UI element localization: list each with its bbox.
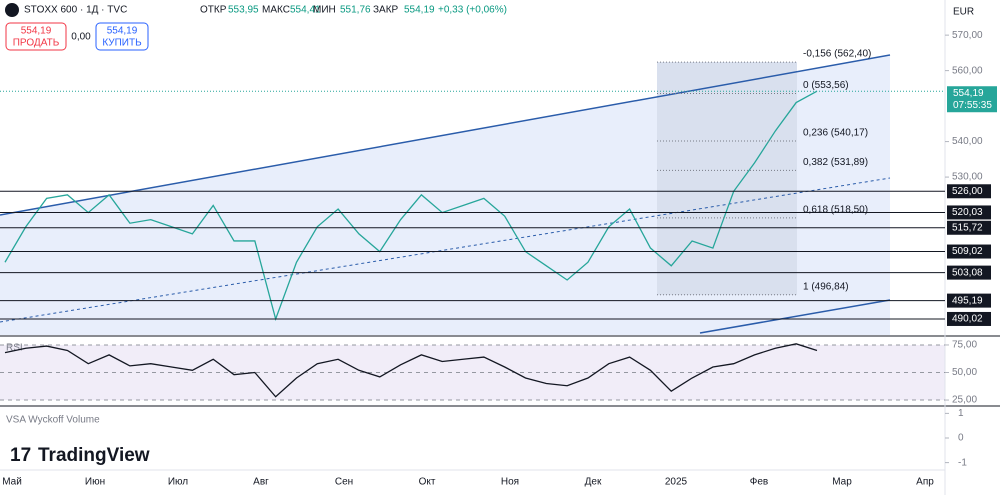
level-tag: [947, 220, 991, 235]
last-price-label: 554,19: [953, 88, 984, 99]
x-tick-label: Дек: [585, 477, 602, 488]
buy-button[interactable]: [95, 22, 149, 51]
buy-label[interactable]: КУПИТЬ: [102, 38, 142, 49]
level-tag: [947, 265, 991, 280]
level-label: 509,02: [952, 246, 983, 257]
close-label: ЗАКР: [373, 5, 399, 16]
fib-box: [657, 62, 797, 295]
open: 553,95: [228, 5, 259, 16]
level-tag: [947, 184, 991, 199]
sell-button[interactable]: [5, 22, 67, 51]
low: 551,76: [340, 5, 371, 16]
fib-label: 0,618 (518,50): [803, 205, 868, 216]
x-tick-label: Сен: [335, 477, 353, 488]
sell-label[interactable]: ПРОДАТЬ: [13, 38, 60, 49]
level-label: 520,03: [952, 207, 983, 218]
spread: 0,00: [71, 32, 91, 43]
x-tick-label: 2025: [665, 477, 688, 488]
symbol: STOXX 600 · 1Д · TVC: [24, 5, 127, 16]
x-tick-label: Авг: [253, 477, 269, 488]
fib-label: 1 (496,84): [803, 281, 849, 292]
last-price-tag: [947, 86, 997, 113]
level-label: 526,00: [952, 186, 983, 197]
sell-price[interactable]: 554,19: [21, 26, 52, 37]
x-tick-label: Ноя: [501, 477, 519, 488]
y-tick-label: 50,00: [952, 367, 977, 378]
low-label: МИН: [313, 5, 336, 16]
level-tag: [947, 311, 991, 326]
y-tick-label: 560,00: [952, 65, 983, 76]
close: 554,19: [404, 5, 435, 16]
y-tick-label: 540,00: [952, 136, 983, 147]
x-tick-label: Апр: [916, 477, 934, 488]
change: +0,33 (+0,06%): [438, 5, 507, 16]
high-label: МАКС: [262, 5, 290, 16]
symbol-icon: [5, 3, 19, 17]
level-label: 515,72: [952, 222, 983, 233]
level-label: 490,02: [952, 314, 983, 325]
level-tag: [947, 293, 991, 308]
trend-upper: [0, 54, 891, 216]
level-label: 495,19: [952, 295, 983, 306]
y-tick-label: 1: [958, 408, 964, 419]
level-label: 503,08: [952, 267, 983, 278]
level-tag: [947, 244, 991, 259]
fib-label: -0,156 (562,40): [803, 49, 871, 60]
countdown: 07:55:35: [953, 100, 992, 111]
trend-lower: [699, 299, 891, 334]
buy-price[interactable]: 554,19: [107, 26, 138, 37]
y-tick-label: 75,00: [952, 340, 977, 351]
x-tick-label: Фев: [750, 477, 768, 488]
x-tick-label: Июл: [168, 477, 188, 488]
y-tick-label: 530,00: [952, 172, 983, 183]
y-tick-label: 570,00: [952, 30, 983, 41]
y-tick-label: -1: [958, 457, 967, 468]
level-tag: [947, 205, 991, 220]
y-tick-label: 25,00: [952, 395, 977, 406]
fib-label: 0,382 (531,89): [803, 157, 868, 168]
rsi-title: RSI: [6, 343, 23, 354]
currency[interactable]: EUR: [953, 7, 974, 18]
logo: TradingView: [38, 445, 150, 466]
fib-label: 0,236 (540,17): [803, 128, 868, 139]
high: 554,41: [290, 5, 321, 16]
series-line: [4, 90, 818, 322]
x-tick-label: Мар: [832, 477, 852, 488]
x-tick-label: Май: [2, 477, 22, 488]
fib-label: 0 (553,56): [803, 80, 849, 91]
series-line: [4, 343, 818, 398]
volume-title: VSA Wyckoff Volume: [6, 415, 100, 426]
trend-mid: [0, 177, 891, 323]
x-tick-label: Окт: [419, 477, 436, 488]
logo-mark: 17: [10, 445, 31, 466]
y-tick-label: 0: [958, 433, 964, 444]
open-label: ОТКР: [200, 5, 227, 16]
x-tick-label: Июн: [85, 477, 105, 488]
